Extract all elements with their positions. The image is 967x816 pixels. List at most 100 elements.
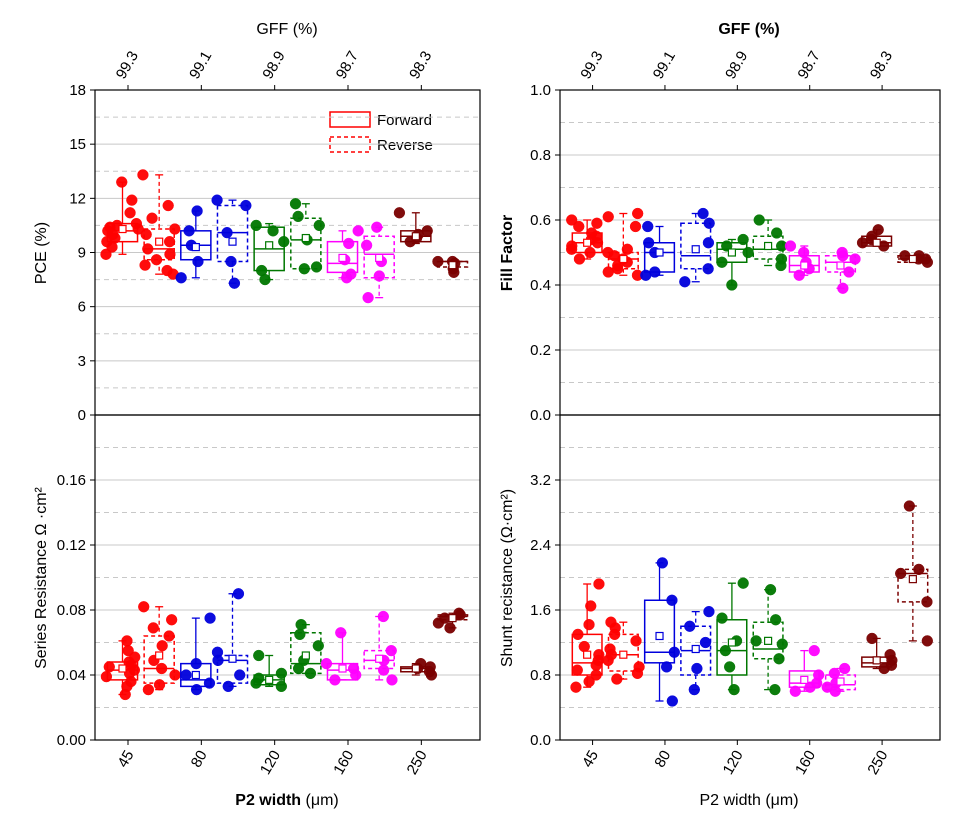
box-ff-0 [565,214,604,265]
box-rs-1 [138,601,181,696]
data-point [753,214,765,226]
data-point [828,667,841,680]
ylabel-pce: PCE (%) [33,222,50,284]
box-ff-8 [856,224,893,252]
box-iqr [752,235,784,260]
box-pce-9 [432,255,469,279]
data-point [100,670,113,683]
data-point [289,198,302,210]
top-tick-label: 98.3 [406,48,435,82]
x-tick-label: 120 [257,748,284,778]
box-rs-6 [320,627,362,686]
data-point [750,635,762,647]
data-point [578,640,590,653]
legend-forward-swatch [329,111,371,128]
mean-marker [655,248,664,257]
data-point [124,207,136,219]
mean-marker [118,664,127,673]
data-point [298,263,310,275]
mean-marker [763,241,773,251]
data-point [130,217,143,230]
data-point [377,610,389,623]
data-point [742,246,754,259]
box-rsh-7 [821,662,857,697]
data-point [183,225,195,237]
box-iqr [326,240,359,274]
data-point [161,264,173,277]
data-point [191,205,203,217]
box-ff-2 [640,220,676,281]
data-point [775,253,788,265]
y-tick-label: 6 [78,299,86,316]
xlabel-right: P2 width (μm) [699,792,798,809]
box-ff-1 [602,207,644,281]
data-point [345,268,357,280]
data-point [605,616,617,628]
box-iqr [363,649,395,670]
y-tick-label: 0.00 [57,732,86,749]
x-tick-label: 250 [404,748,431,778]
y-tick-label: 0.2 [530,342,551,359]
legend-reverse-label: Reverse [377,137,433,154]
panel-rsh: 0.0 0.8 1.6 2.4 3.2 45 80 120 160 250 [530,414,941,778]
data-point [591,217,603,229]
box-rsh-0 [570,578,605,693]
box-rs-0 [100,635,141,701]
x-tick-label: 120 [720,748,747,778]
data-point [295,618,307,631]
mean-marker [338,664,347,673]
data-point [884,649,896,661]
y-tick-label: 9 [78,245,86,262]
mean-marker [155,237,164,246]
box-pce-0 [100,176,144,260]
xlabel-left-unit: (μm) [306,792,339,809]
y-tick-label: 3 [78,353,86,370]
box-pce-5 [289,198,325,275]
y-tick-label: 0.08 [57,602,86,619]
data-point [335,627,347,639]
data-point [573,220,585,233]
data-point [221,226,233,239]
data-point [583,675,595,688]
data-point [872,224,884,236]
mean-marker [338,253,347,263]
data-point [393,207,406,219]
data-point [573,253,586,265]
data-point [153,679,166,691]
box-rsh-6 [788,644,825,697]
box-rsh-2 [643,557,680,707]
data-point [642,220,654,233]
box-iqr [290,217,322,270]
box-ff-4 [716,233,754,291]
box-pce-3 [211,194,252,289]
top-tick-label: 99.3 [113,48,142,82]
data-point [899,250,911,262]
data-point [737,233,749,246]
y-tick-label: 2.4 [530,537,551,554]
data-point [793,269,805,281]
data-point [352,225,364,237]
box-rsh-8 [861,632,898,675]
box-pce-4 [250,219,290,286]
data-point [602,246,614,259]
data-point [150,254,163,266]
data-point [813,669,825,681]
data-point [570,681,582,693]
data-point [211,194,223,206]
top-tick-label: 98.7 [333,48,362,82]
data-point [121,635,133,647]
data-point [138,601,150,613]
data-point [621,243,633,255]
data-point [726,279,738,291]
box-ff-5 [752,214,788,272]
xlabel-left: P2 width (μm) [235,792,338,809]
data-point [697,207,709,220]
data-point [789,685,801,697]
box-rs-5 [290,618,324,680]
mean-marker [301,651,310,660]
mean-marker [691,245,700,254]
data-point [320,657,333,670]
data-point [584,246,596,259]
mean-marker [619,254,628,264]
